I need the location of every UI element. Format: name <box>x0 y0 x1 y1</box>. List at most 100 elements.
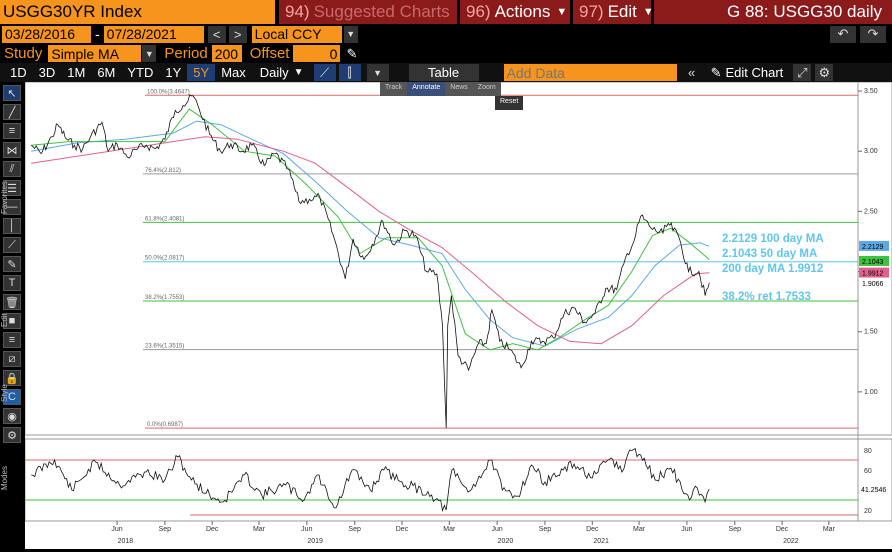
frequency-select[interactable]: Daily ▼ <box>254 64 310 81</box>
pointer-tool[interactable]: ↖ <box>3 85 21 101</box>
mode-icon: C <box>8 391 16 403</box>
currency-select[interactable]: Local CCY <box>251 25 342 43</box>
lock-icon: 🔒 <box>5 372 19 385</box>
settings-tool[interactable]: ⚙ <box>3 427 21 443</box>
fib-level-label: 23.6%(1.3515) <box>145 344 184 350</box>
reset-label: Reset <box>500 98 519 105</box>
ma-label: 2.1043 50 day MA <box>722 248 817 260</box>
double-chevron-left-icon: « <box>687 65 696 80</box>
ma-label: 200 day MA 1.9912 <box>722 263 823 275</box>
mode-tool[interactable]: C <box>3 389 21 405</box>
lock-tool[interactable]: 🔒 <box>3 370 21 386</box>
text-tool[interactable]: T <box>3 275 21 291</box>
pen-tool[interactable]: ✎ <box>3 256 21 272</box>
x-month-label: Dec <box>776 526 789 533</box>
study-select[interactable]: Simple MA <box>48 45 142 62</box>
fib-tool[interactable]: ≡ <box>3 123 21 139</box>
ray-tool[interactable]: ⟋ <box>3 237 21 253</box>
range-tab[interactable]: Max <box>221 65 246 80</box>
fib-level-label: 76.4%(2.812) <box>145 168 181 174</box>
range-tab[interactable]: 1M <box>67 65 86 80</box>
page-title: G 88: USGG30 daily <box>654 0 892 24</box>
edit-button[interactable]: 97) Edit ▼ <box>573 0 654 24</box>
prev-period-button[interactable]: < <box>207 25 226 43</box>
collapse-button[interactable]: « <box>680 64 703 81</box>
swatch-icon: ■ <box>8 315 16 327</box>
pencil-icon[interactable]: ✎ <box>346 45 358 61</box>
range-tab[interactable]: 6M <box>97 65 116 80</box>
x-month-label: Sep <box>729 526 742 533</box>
range-tab[interactable]: 1D <box>10 65 27 80</box>
offset-input[interactable]: 0 <box>293 45 341 62</box>
trash-tool[interactable]: 🗑 <box>3 294 21 310</box>
range-tab[interactable]: 3D <box>38 65 56 80</box>
measure-tool[interactable]: ⧄ <box>3 351 21 367</box>
y-tick-label: 1.50 <box>864 329 878 336</box>
ticker-field[interactable]: USGG30YR Index <box>0 0 275 24</box>
study-bar: Study Simple MA ▼ Period 200 Offset 0 ✎ <box>0 44 892 63</box>
offset-value: 0 <box>329 45 338 62</box>
range-tab[interactable]: 1Y <box>165 65 182 80</box>
bar-chart-button[interactable]: ⫿ <box>338 64 361 81</box>
style-icon: ≡ <box>8 334 16 346</box>
bar-chart-icon: ⫿ <box>347 64 352 80</box>
end-date-input[interactable]: 07/28/2021 <box>103 25 204 43</box>
news-button[interactable]: News <box>450 84 468 91</box>
add-data-input[interactable] <box>503 64 677 81</box>
horizontal-line-icon: — <box>6 201 18 213</box>
table-button[interactable]: Table <box>408 64 479 81</box>
range-tab[interactable]: 5Y <box>187 64 216 81</box>
edit-chart-button[interactable]: ✎ Edit Chart <box>705 64 790 81</box>
start-date-input[interactable]: 03/28/2016 <box>2 25 91 43</box>
x-month-label: Jun <box>491 526 502 533</box>
reset-button[interactable]: Reset <box>495 96 524 110</box>
redo-button[interactable]: ↷ <box>860 25 886 43</box>
cursor-icon: ↖ <box>7 87 17 100</box>
price-series-line <box>30 94 710 429</box>
chevron-down-icon: ▼ <box>642 6 654 18</box>
value-tag <box>859 277 889 288</box>
value-tag-label: 2.1043 <box>862 259 884 266</box>
undo-button[interactable]: ↶ <box>830 25 856 43</box>
style-tool[interactable]: ≡ <box>3 332 21 348</box>
channel-tool[interactable]: ⫽ <box>3 161 21 177</box>
next-period-button[interactable]: > <box>228 25 247 43</box>
edit-num: 97) <box>579 2 604 21</box>
period-input[interactable]: 200 <box>211 45 242 62</box>
hline-tool[interactable]: — <box>3 199 21 215</box>
x-month-label: Dec <box>206 526 219 533</box>
currency-dropdown[interactable]: ▼ <box>343 25 358 43</box>
x-month-label: Jun <box>681 526 692 533</box>
suggested-charts-button[interactable]: 94) Suggested Charts <box>279 0 457 24</box>
value-tag-label: 1.9912 <box>862 271 884 278</box>
settings-button[interactable]: ⚙ <box>815 64 834 81</box>
pattern-tool[interactable]: ⋈ <box>3 142 21 158</box>
chart-area: 100.0%(3.4647) 76.4%(2.812) 61.8%(2.4081) 5… <box>24 81 892 549</box>
rsi-tick-label: 80 <box>864 448 872 455</box>
value-tag-label: 1.9066 <box>862 281 884 288</box>
x-year-label: 2021 <box>593 538 609 545</box>
favorites-label: Favorites <box>0 181 9 214</box>
line-tool[interactable]: ╱ <box>3 104 21 120</box>
study-dropdown[interactable]: ▼ <box>142 45 157 62</box>
chart-type-dropdown[interactable]: ▼ <box>366 64 389 81</box>
ruler-icon: ⧄ <box>8 352 16 365</box>
end-date-text: 07/28/2021 <box>106 26 177 42</box>
annotate-button[interactable]: Annotate <box>407 82 446 96</box>
view-tool[interactable]: ◉ <box>3 408 21 424</box>
fib-ret-tool[interactable]: ☰ <box>3 180 21 196</box>
range-tab[interactable]: YTD <box>127 65 154 80</box>
study-label: Study <box>4 45 43 62</box>
line-chart-button[interactable]: ⟋ <box>313 64 336 81</box>
color-swatch[interactable]: ■ <box>3 313 21 329</box>
resize-icon: ⤢ <box>797 64 808 80</box>
date-bar: 03/28/2016 - 07/28/2021 < > Local CCY ▼ … <box>0 24 892 44</box>
actions-button[interactable]: 96) Actions ▼ <box>460 0 570 24</box>
offset-label: Offset <box>249 45 290 62</box>
chart-svg[interactable]: 100.0%(3.4647) 76.4%(2.812) 61.8%(2.4081) 5… <box>24 81 892 549</box>
zoom-button[interactable]: Zoom <box>477 84 496 91</box>
track-button[interactable]: Track <box>385 84 403 91</box>
date-separator: - <box>95 26 100 42</box>
chart-options-button[interactable]: ⤢ <box>793 64 812 81</box>
vline-tool[interactable]: │ <box>3 218 21 234</box>
